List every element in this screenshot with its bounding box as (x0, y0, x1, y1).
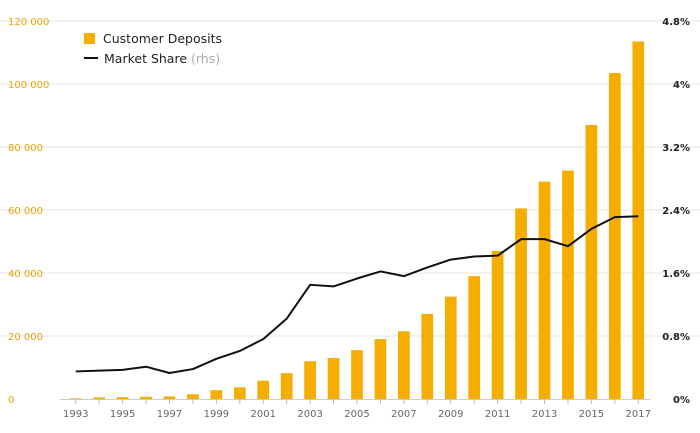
x-tick-label: 2011 (485, 409, 510, 420)
deposit-bar (585, 124, 598, 399)
legend-label-deposits: Customer Deposits (103, 30, 222, 46)
left-axis: 0 20 000 40 000 60 000 80 000 100 000 120 000 (8, 17, 49, 406)
deposit-bar (444, 296, 457, 399)
deposit-bar (93, 397, 106, 399)
x-tick-label: 1999 (204, 409, 229, 420)
deposit-bar (69, 398, 82, 399)
deposit-bar (233, 387, 246, 399)
left-tick-label: 80 000 (8, 143, 43, 154)
deposit-bar (116, 397, 129, 399)
right-tick-label: 4.8% (662, 17, 690, 28)
left-tick-label: 40 000 (8, 269, 43, 280)
x-tick-label: 1997 (157, 409, 182, 420)
deposit-bar (515, 208, 527, 399)
x-tick-label: 2007 (391, 409, 416, 420)
right-tick-label: 0% (673, 395, 690, 406)
x-tick-label: 2009 (438, 409, 463, 420)
legend-rhs-note: (rhs) (191, 50, 221, 66)
x-axis: 1993 1995 1997 1999 2001 2003 2005 2007 2009 2011… (60, 399, 651, 420)
x-tick-label: 2015 (579, 409, 604, 420)
deposit-bar (304, 361, 316, 399)
x-tick-label: 2013 (532, 409, 557, 420)
left-tick-label: 0 (8, 395, 14, 406)
deposit-bar (210, 390, 223, 399)
legend-line-swatch (84, 57, 98, 59)
legend-item-deposits[interactable]: Customer Deposits (84, 28, 222, 48)
x-tick-label: 2017 (626, 409, 651, 420)
deposit-bar (398, 331, 410, 399)
deposit-bar (468, 276, 481, 399)
right-tick-label: 1.6% (662, 269, 690, 280)
deposit-bar (140, 396, 152, 399)
deposit-bar (562, 170, 574, 399)
x-tick-label: 2005 (344, 409, 369, 420)
market-share-line (75, 215, 639, 375)
right-tick-label: 4% (673, 80, 690, 91)
x-tick-label: 1993 (63, 409, 88, 420)
right-tick-label: 2.4% (662, 206, 690, 217)
legend-label-market-share: Market Share (104, 50, 188, 66)
deposit-bar (608, 72, 621, 399)
deposit-bar (421, 313, 434, 399)
deposit-bar (187, 394, 199, 399)
left-tick-label: 100 000 (8, 80, 49, 91)
legend-item-market-share[interactable]: Market Share (rhs) (84, 48, 222, 68)
grid-lines (0, 20, 700, 337)
deposit-bar (163, 396, 176, 399)
deposit-bar (280, 373, 293, 399)
deposit-bar (538, 181, 551, 399)
deposit-bar (327, 358, 340, 399)
deposit-bar (491, 250, 504, 399)
x-tick-label: 1995 (110, 409, 135, 420)
deposit-bar (374, 339, 387, 399)
legend-bar-swatch (84, 32, 95, 44)
left-tick-label: 120 000 (8, 17, 49, 28)
deposit-bar (351, 350, 363, 399)
left-tick-label: 60 000 (8, 206, 43, 217)
right-tick-label: 0.8% (662, 332, 690, 343)
deposit-bars (69, 41, 645, 399)
right-axis: 0% 0.8% 1.6% 2.4% 3.2% 4% 4.8% (662, 17, 690, 406)
market-share-polyline (75, 215, 639, 375)
legend: Customer Deposits Market Share (rhs) (84, 28, 222, 68)
x-tick-label: 2003 (297, 409, 322, 420)
x-tick-label: 2001 (251, 409, 276, 420)
deposit-bar (632, 41, 645, 399)
right-tick-label: 3.2% (662, 143, 690, 154)
left-tick-label: 20 000 (8, 332, 43, 343)
deposit-bar (257, 380, 270, 399)
